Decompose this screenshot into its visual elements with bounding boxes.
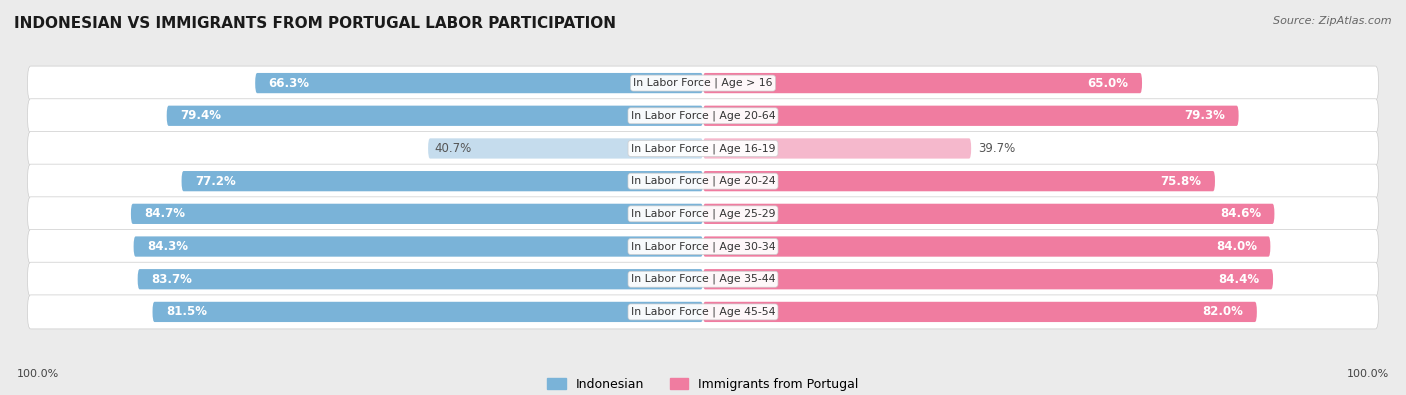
Text: 81.5%: 81.5% [166, 305, 207, 318]
FancyBboxPatch shape [28, 164, 1378, 198]
FancyBboxPatch shape [703, 302, 1257, 322]
Text: In Labor Force | Age 45-54: In Labor Force | Age 45-54 [631, 307, 775, 317]
FancyBboxPatch shape [134, 236, 703, 257]
Text: 84.7%: 84.7% [145, 207, 186, 220]
FancyBboxPatch shape [181, 171, 703, 191]
FancyBboxPatch shape [703, 236, 1271, 257]
Text: 100.0%: 100.0% [17, 369, 59, 379]
Text: 79.3%: 79.3% [1184, 109, 1225, 122]
FancyBboxPatch shape [28, 99, 1378, 133]
Text: 79.4%: 79.4% [180, 109, 221, 122]
Text: 84.0%: 84.0% [1216, 240, 1257, 253]
Text: 75.8%: 75.8% [1160, 175, 1202, 188]
FancyBboxPatch shape [28, 197, 1378, 231]
Text: 66.3%: 66.3% [269, 77, 309, 90]
Text: In Labor Force | Age > 16: In Labor Force | Age > 16 [633, 78, 773, 88]
Text: In Labor Force | Age 20-64: In Labor Force | Age 20-64 [631, 111, 775, 121]
FancyBboxPatch shape [28, 66, 1378, 100]
FancyBboxPatch shape [703, 73, 1142, 93]
FancyBboxPatch shape [28, 229, 1378, 263]
Text: In Labor Force | Age 30-34: In Labor Force | Age 30-34 [631, 241, 775, 252]
Text: 84.4%: 84.4% [1219, 273, 1260, 286]
FancyBboxPatch shape [28, 262, 1378, 296]
FancyBboxPatch shape [152, 302, 703, 322]
Text: Source: ZipAtlas.com: Source: ZipAtlas.com [1274, 16, 1392, 26]
FancyBboxPatch shape [28, 295, 1378, 329]
Text: In Labor Force | Age 16-19: In Labor Force | Age 16-19 [631, 143, 775, 154]
FancyBboxPatch shape [167, 105, 703, 126]
Legend: Indonesian, Immigrants from Portugal: Indonesian, Immigrants from Portugal [543, 373, 863, 395]
Text: 82.0%: 82.0% [1202, 305, 1243, 318]
FancyBboxPatch shape [28, 132, 1378, 166]
Text: 40.7%: 40.7% [434, 142, 472, 155]
FancyBboxPatch shape [703, 138, 972, 159]
FancyBboxPatch shape [131, 204, 703, 224]
FancyBboxPatch shape [703, 171, 1215, 191]
FancyBboxPatch shape [138, 269, 703, 290]
Text: 84.3%: 84.3% [148, 240, 188, 253]
Text: 100.0%: 100.0% [1347, 369, 1389, 379]
FancyBboxPatch shape [703, 269, 1272, 290]
Text: In Labor Force | Age 35-44: In Labor Force | Age 35-44 [631, 274, 775, 284]
Text: In Labor Force | Age 25-29: In Labor Force | Age 25-29 [631, 209, 775, 219]
Text: 77.2%: 77.2% [195, 175, 236, 188]
Text: 65.0%: 65.0% [1087, 77, 1129, 90]
FancyBboxPatch shape [427, 138, 703, 159]
FancyBboxPatch shape [703, 105, 1239, 126]
Text: INDONESIAN VS IMMIGRANTS FROM PORTUGAL LABOR PARTICIPATION: INDONESIAN VS IMMIGRANTS FROM PORTUGAL L… [14, 16, 616, 31]
FancyBboxPatch shape [256, 73, 703, 93]
Text: 83.7%: 83.7% [152, 273, 193, 286]
Text: In Labor Force | Age 20-24: In Labor Force | Age 20-24 [631, 176, 775, 186]
FancyBboxPatch shape [703, 204, 1274, 224]
Text: 84.6%: 84.6% [1220, 207, 1261, 220]
Text: 39.7%: 39.7% [979, 142, 1015, 155]
